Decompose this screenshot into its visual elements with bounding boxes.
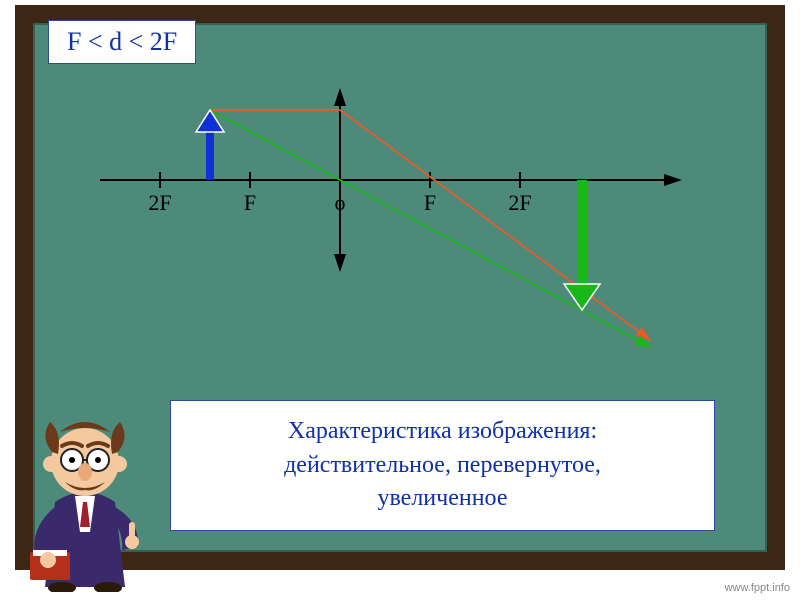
professor-eye-left [69, 457, 75, 463]
condition-title-box: F < d < 2F [48, 20, 196, 64]
professor-hair-right [111, 422, 125, 454]
caption-line-2: действительное, перевернутое, [181, 449, 704, 483]
tick-plus-2F-label: 2F [508, 190, 531, 215]
professor-finger [129, 522, 135, 544]
caption-line-3: увеличенное [181, 482, 704, 516]
image-arrow-head [564, 284, 600, 310]
professor-nose [78, 463, 92, 481]
professor-ear-right [111, 456, 127, 472]
tick-plus-F-label: F [424, 190, 436, 215]
condition-title-text: F < d < 2F [67, 27, 177, 56]
professor-character [0, 392, 170, 592]
professor-ear-left [43, 456, 59, 472]
tick-minus-2F-label: 2F [148, 190, 171, 215]
footer-link: www.fppt.info [725, 582, 790, 594]
object-arrow-head [196, 110, 224, 132]
tick-minus-F-label: F [244, 190, 256, 215]
professor-eye-right [95, 457, 101, 463]
tick-origin-label: о [335, 190, 346, 215]
optics-diagram: 2F Fо F 2F [80, 70, 700, 390]
professor-hair-left [45, 422, 59, 454]
professor-hand-left [40, 552, 56, 568]
caption-box: Характеристика изображения: действительн… [170, 400, 715, 531]
caption-line-1: Характеристика изображения: [181, 415, 704, 449]
